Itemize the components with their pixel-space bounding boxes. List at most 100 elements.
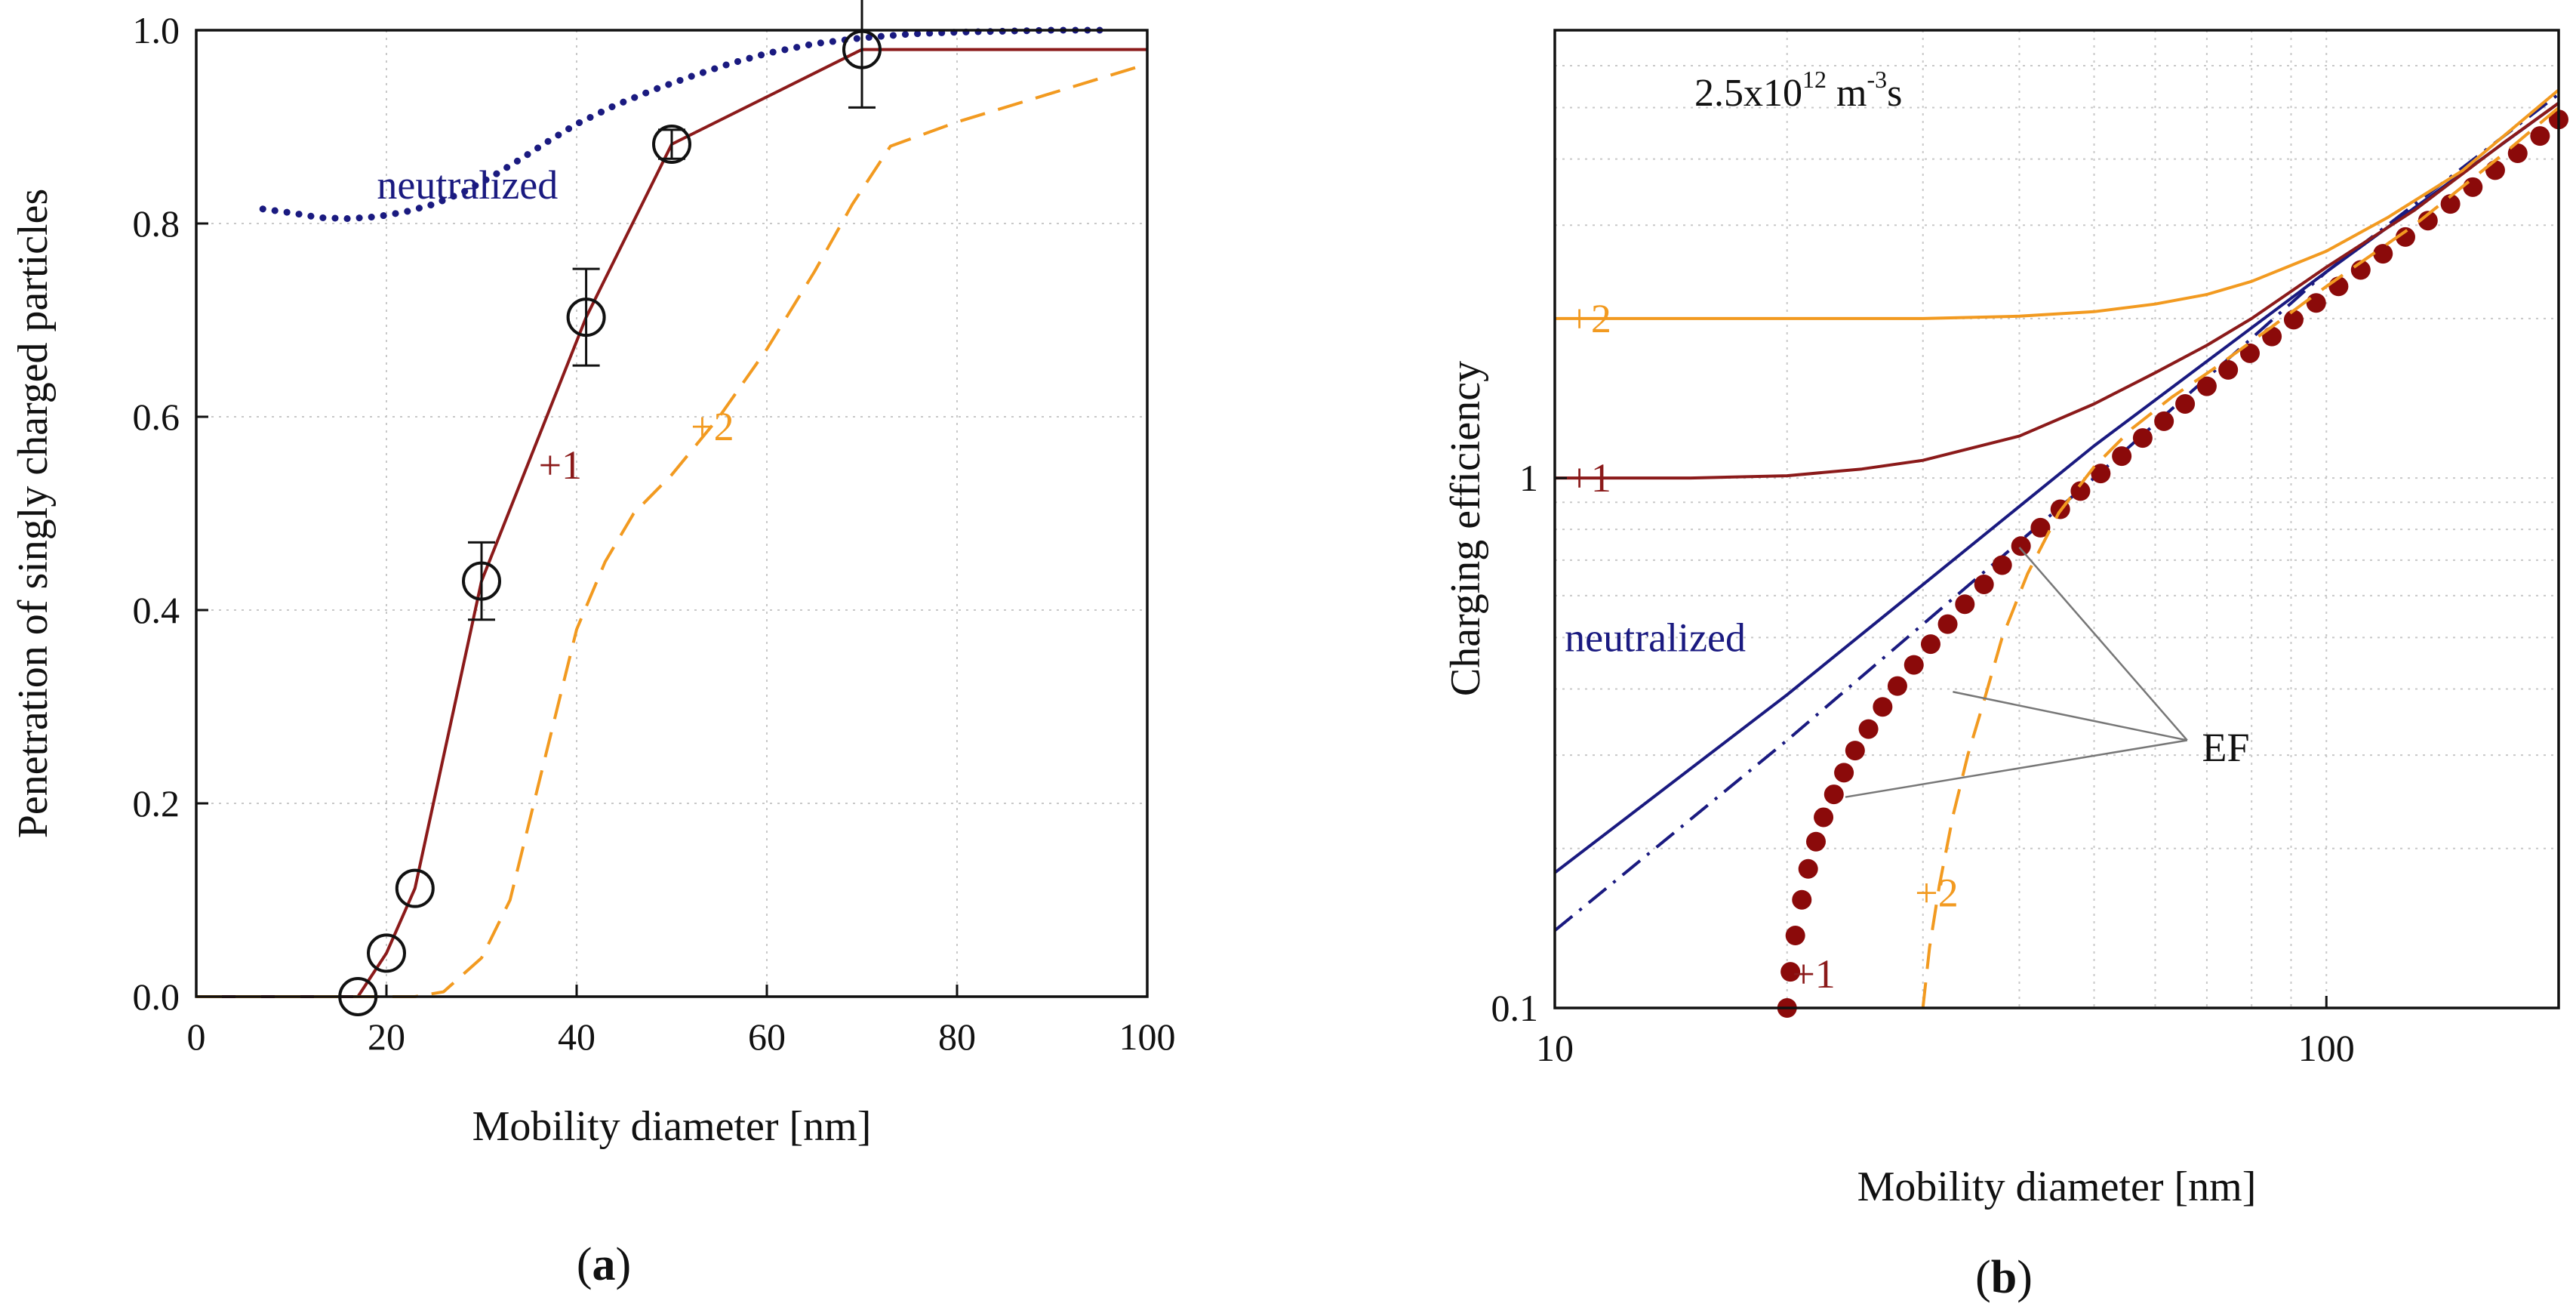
- ef-marker: [2218, 359, 2239, 380]
- ef-marker: [1904, 655, 1924, 675]
- annotation-1: +1: [1792, 951, 1835, 997]
- ef-marker: [1780, 962, 1801, 982]
- ef-marker: [1834, 763, 1854, 783]
- ef-marker: [1814, 807, 1834, 828]
- x-tick-label: 80: [938, 1016, 976, 1058]
- panel-b-series: [1553, 88, 2568, 1018]
- ef-leader-line: [1953, 691, 2188, 741]
- panel-a: 0 20 40 60 80 100 0.0 0.2 0.4 0.6 0.8 1.0 neutraliz…: [10, 0, 1176, 1290]
- panel-a-annotations: neutralized +1 +2: [377, 162, 734, 488]
- ef-marker: [2112, 446, 2132, 467]
- ef-marker: [1974, 574, 1994, 594]
- ef-marker: [2196, 376, 2217, 396]
- panel-a-ticks: 0 20 40 60 80 100 0.0 0.2 0.4 0.6 0.8 1.0: [133, 9, 1176, 1058]
- y-tick-label: 0.0: [133, 976, 180, 1018]
- series-line--2: [1555, 88, 2560, 320]
- panel-b: 10 100 0.1 1 +2 +1 neutralized +2 +1 EF 2.5x1012…: [1442, 29, 2568, 1303]
- y-tick-label: 0.6: [133, 396, 180, 438]
- panel-b-frame: [1553, 29, 2560, 1009]
- ef-marker: [1887, 676, 1907, 696]
- y-tick-label: 0.8: [133, 202, 180, 245]
- panel-b-title: 2.5x1012 m-3s: [1694, 66, 1902, 115]
- annotation-neutralized: neutralized: [1565, 615, 1746, 660]
- ef-marker: [2395, 227, 2415, 247]
- x-tick-label: 0: [187, 1016, 206, 1058]
- x-tick-label: 100: [1119, 1016, 1176, 1058]
- panel-b-label: (b): [1975, 1252, 2033, 1303]
- annotation-neutralized: neutralized: [377, 162, 558, 208]
- ef-marker: [2530, 126, 2550, 146]
- panel-a-y-axis-label: Penetration of singly charged particles: [10, 189, 57, 838]
- panel-b-x-axis-label: Mobility diameter [nm]: [1857, 1164, 2257, 1210]
- series-line--2: [196, 62, 1148, 998]
- ef-marker: [2418, 211, 2438, 231]
- ef-marker: [2262, 326, 2282, 347]
- panel-a-x-axis-label: Mobility diameter [nm]: [472, 1103, 872, 1150]
- ef-marker: [2440, 194, 2461, 214]
- panel-b-annotations: +2 +1 neutralized +2 +1 EF: [1565, 296, 2249, 997]
- ef-marker: [2091, 464, 2111, 484]
- ef-marker: [1798, 858, 1818, 879]
- series-line-neutralized: [1553, 101, 2560, 874]
- x-tick-label: 40: [558, 1016, 596, 1058]
- panel-a-label: (a): [577, 1239, 631, 1290]
- ef-marker: [1785, 926, 1805, 946]
- x-tick-label: 10: [1536, 1027, 1574, 1069]
- ef-marker: [1873, 697, 1893, 717]
- ef-marker: [2485, 160, 2505, 180]
- ef-marker: [1805, 831, 1826, 852]
- ef-marker: [1920, 634, 1940, 655]
- data-point: [367, 933, 406, 973]
- panel-b-y-axis-label: Charging efficiency: [1442, 361, 1489, 696]
- series-line-neutralized: [259, 26, 1113, 223]
- ef-marker: [2175, 393, 2196, 414]
- ef-marker: [1955, 594, 1975, 615]
- ef-marker: [1858, 719, 1879, 739]
- ef-marker: [2283, 310, 2304, 330]
- x-tick-label: 20: [368, 1016, 405, 1058]
- annotation-1: +1: [539, 442, 582, 488]
- ef-marker: [1937, 614, 1958, 634]
- annotation-2: +2: [1568, 296, 1611, 341]
- ef-marker: [1845, 741, 1865, 761]
- ef-marker: [2306, 293, 2326, 313]
- ef-marker: [2011, 536, 2031, 556]
- panel-b-ticks: 10 100 0.1 1: [1491, 457, 2355, 1069]
- y-tick-label: 1.0: [133, 9, 180, 51]
- ef-callout: [1845, 547, 2188, 798]
- annotation-2: +2: [1915, 870, 1958, 915]
- y-tick-label: 0.1: [1491, 987, 1539, 1029]
- ef-marker: [2132, 428, 2153, 448]
- panel-a-grid: [196, 30, 1147, 997]
- ef-marker: [2463, 177, 2483, 197]
- data-point: [395, 868, 435, 908]
- panel-a-frame: [195, 29, 1149, 998]
- y-tick-label: 1: [1519, 457, 1538, 499]
- series-line--2-ef: [1921, 106, 2560, 1009]
- ef-marker: [2154, 411, 2174, 431]
- data-point: [462, 561, 501, 601]
- y-tick-label: 0.4: [133, 589, 180, 631]
- x-tick-label: 60: [748, 1016, 786, 1058]
- ef-marker: [2030, 517, 2051, 538]
- ef-marker: [1824, 784, 1844, 805]
- series-line--1: [196, 48, 1147, 998]
- y-tick-label: 0.2: [133, 782, 180, 824]
- ef-marker: [2507, 143, 2528, 164]
- series-line--1: [1555, 101, 2560, 480]
- ef-marker: [1992, 555, 2012, 575]
- annotation-1: +1: [1568, 455, 1611, 501]
- ef-marker: [2239, 343, 2260, 363]
- ef-marker: [2070, 481, 2091, 501]
- data-point: [566, 297, 606, 337]
- x-tick-label: 100: [2298, 1027, 2355, 1069]
- annotation-2: +2: [691, 404, 734, 449]
- ef-leader-line: [2018, 547, 2188, 741]
- data-point: [652, 125, 691, 165]
- ef-leader-line: [1845, 739, 2187, 798]
- annotation-ef: EF: [2202, 725, 2250, 770]
- ef-marker: [1792, 889, 1812, 910]
- ef-marker: [2373, 244, 2393, 264]
- panel-a-series: [196, 0, 1148, 1016]
